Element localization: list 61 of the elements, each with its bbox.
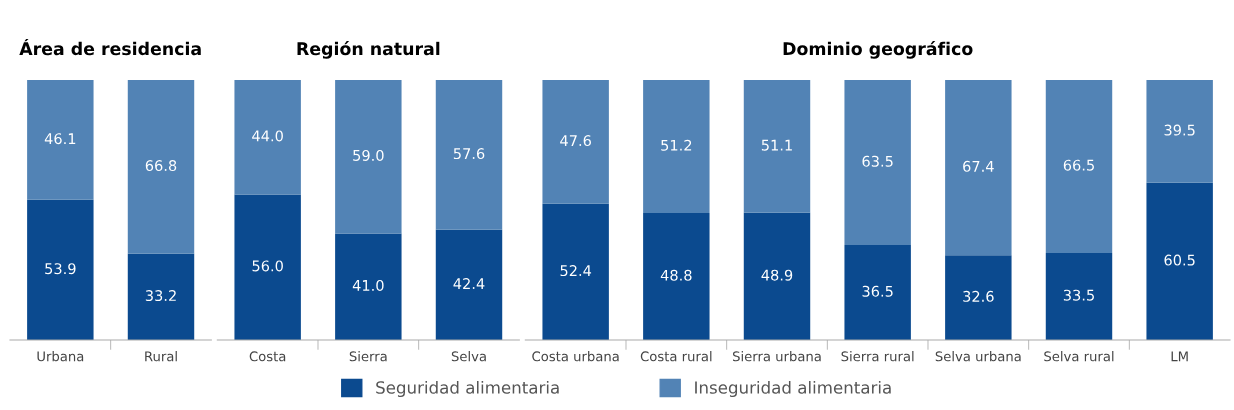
data-label: 56.0: [252, 260, 283, 272]
bar: [542, 80, 609, 204]
data-label: 48.8: [660, 269, 692, 281]
bar: [844, 80, 911, 246]
x-tick-label: Sierra: [349, 351, 387, 362]
bar: [435, 229, 503, 340]
data-label: 48.9: [761, 269, 793, 281]
data-label: 67.4: [963, 160, 994, 172]
chart-title: Dominio geográfico: [783, 41, 973, 59]
x-tick-label: Selva: [451, 351, 486, 362]
bar: [335, 80, 402, 234]
data-label: 33.5: [1063, 289, 1094, 301]
data-label: 44.0: [252, 130, 283, 142]
x-tick-label: Sierra urbana: [732, 351, 821, 362]
x-tick-label: Costa rural: [640, 351, 712, 362]
data-label: 66.5: [1063, 159, 1094, 171]
bar: [1045, 80, 1113, 253]
data-label: 51.1: [761, 139, 792, 151]
bar: [1146, 80, 1213, 183]
x-tick-label: Sierra rural: [841, 351, 914, 362]
legend-label: Seguridad alimentaria: [376, 380, 559, 398]
data-label: 39.5: [1164, 124, 1195, 136]
bar: [335, 233, 402, 340]
legend-label: Inseguridad alimentaria: [695, 380, 891, 398]
x-tick-label: Selva urbana: [935, 351, 1021, 362]
data-label: 51.2: [661, 139, 692, 151]
x-tick-label: Selva rural: [1044, 351, 1114, 362]
data-label: 52.4: [560, 265, 592, 277]
bar: [945, 80, 1012, 256]
bar: [945, 255, 1012, 340]
bar: [643, 80, 710, 214]
data-label: 36.5: [862, 285, 893, 297]
chart-title: Región natural: [297, 41, 440, 59]
data-label: 33.2: [145, 290, 176, 302]
bar: [1045, 252, 1113, 340]
bar: [643, 213, 710, 340]
x-tick-label: Urbana: [37, 351, 84, 362]
data-label: 53.9: [45, 263, 76, 275]
x-tick-label: Costa urbana: [532, 351, 619, 362]
bar: [1146, 182, 1213, 340]
data-label: 46.1: [44, 133, 76, 145]
data-label: 57.6: [453, 148, 485, 160]
x-tick-label: LM: [1171, 351, 1188, 362]
data-label: 59.0: [353, 149, 384, 161]
data-label: 42.4: [453, 278, 485, 289]
bar: [542, 203, 609, 340]
chart-title: Área de residencia: [19, 38, 201, 56]
data-label: 41.0: [352, 279, 384, 291]
bar: [234, 194, 301, 340]
data-label: 47.6: [560, 135, 591, 147]
bar: [435, 80, 503, 230]
data-label: 60.5: [1164, 254, 1195, 266]
x-tick-label: Rural: [145, 351, 177, 362]
bar: [743, 80, 811, 213]
data-label: 66.8: [145, 160, 177, 172]
data-label: 32.6: [963, 290, 994, 302]
bar: [234, 80, 301, 195]
bar: [743, 212, 811, 340]
x-tick-label: Costa: [249, 351, 286, 362]
bar: [844, 245, 911, 340]
data-label: 63.5: [862, 155, 893, 167]
